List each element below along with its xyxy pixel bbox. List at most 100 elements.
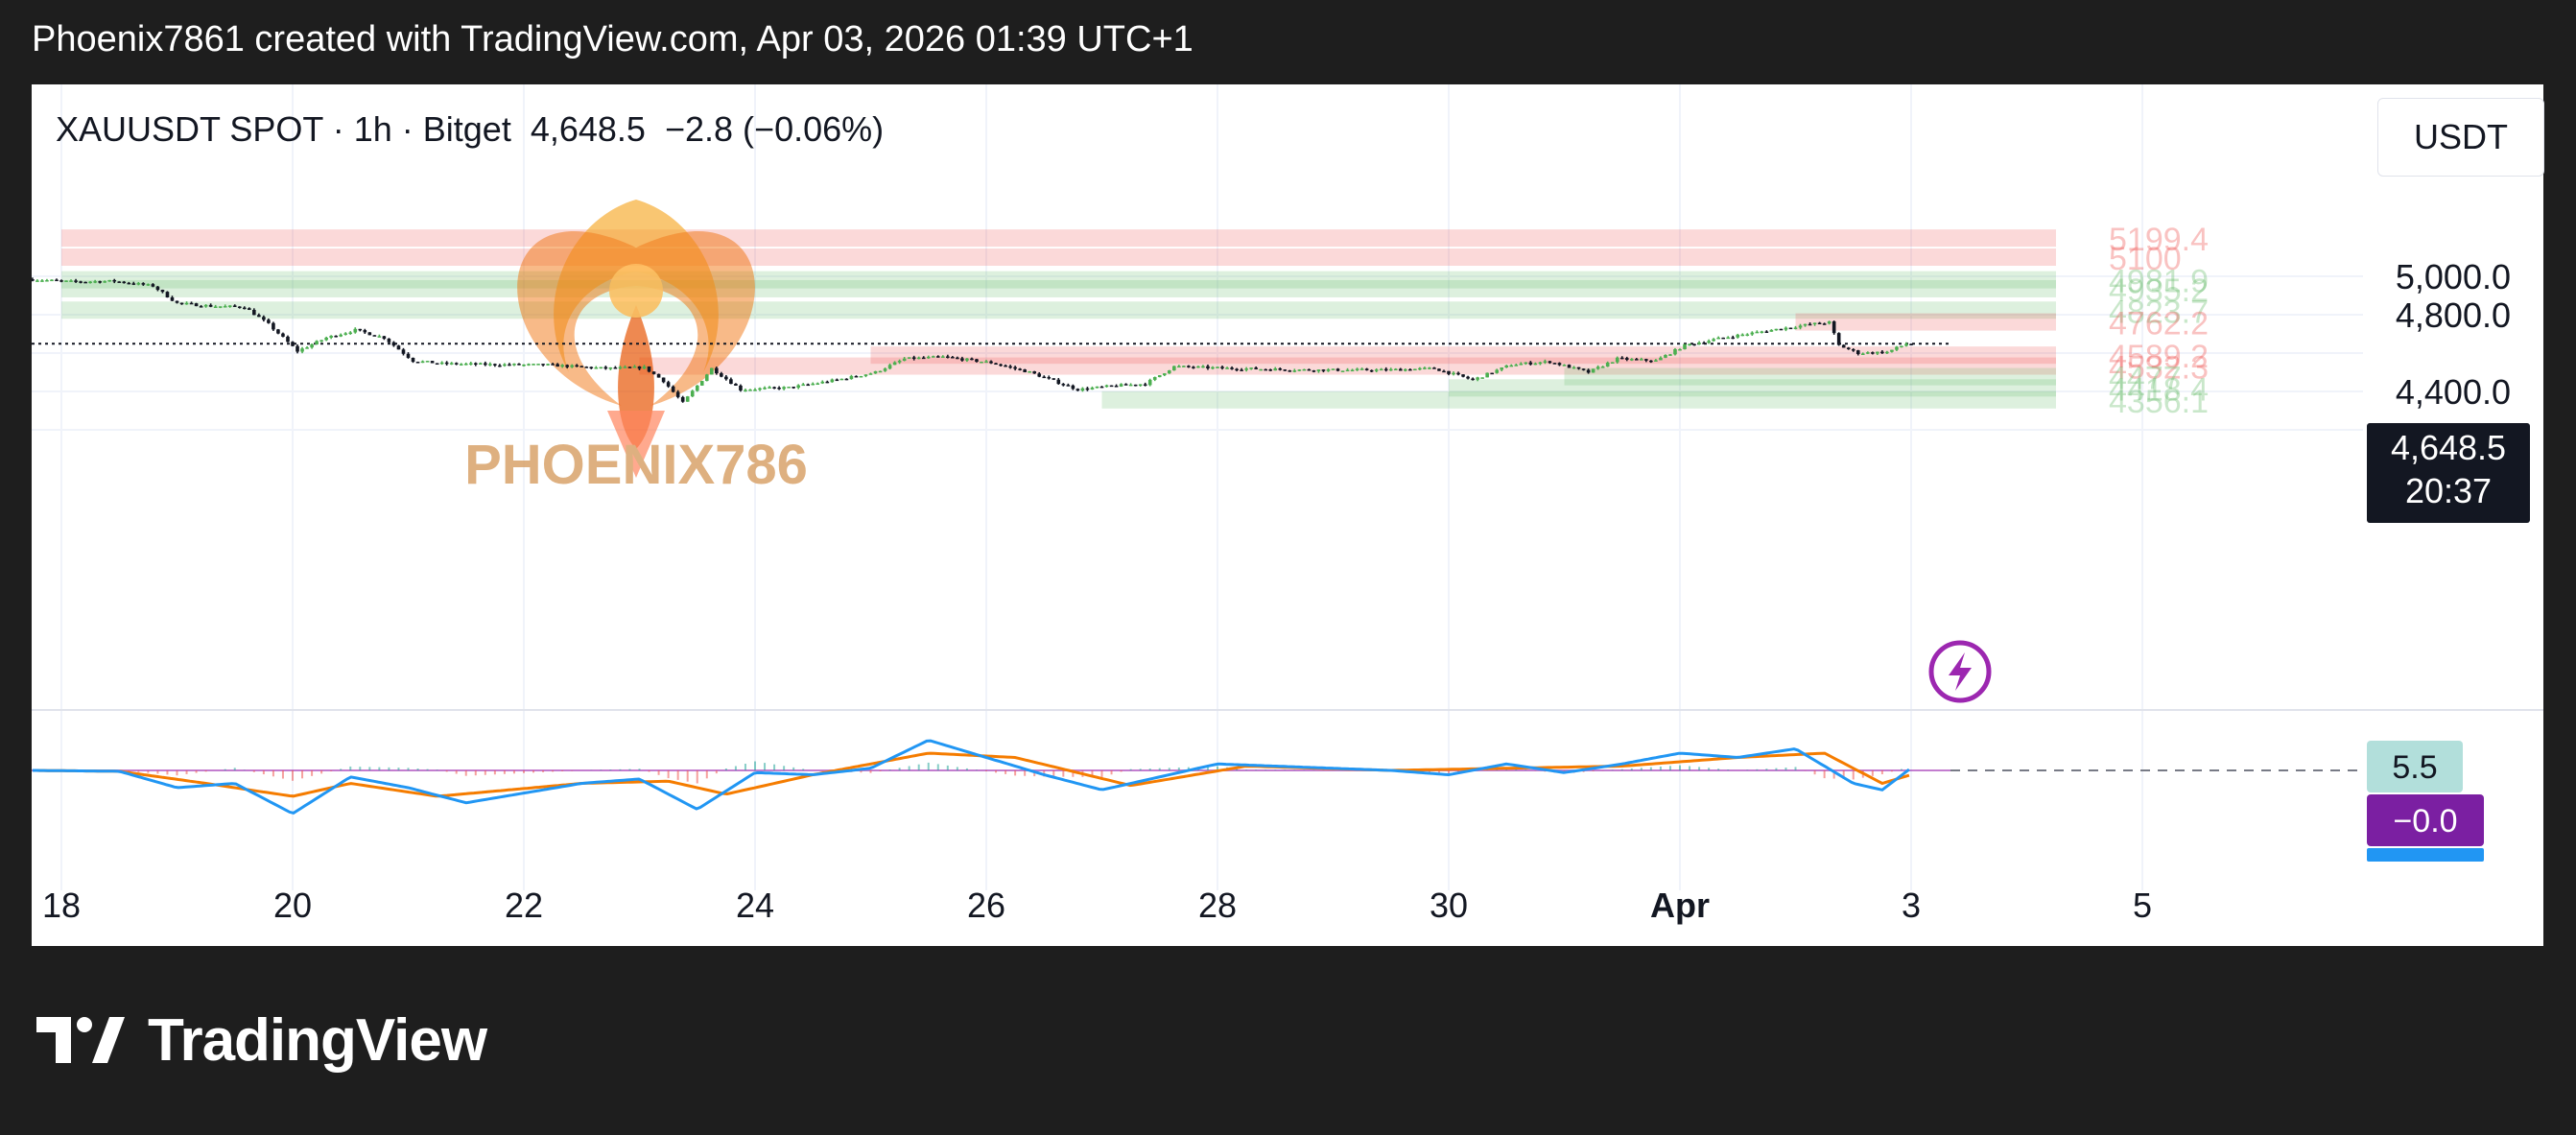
- candle-body: [546, 364, 550, 366]
- candle-body: [1476, 377, 1479, 380]
- candle-body: [334, 335, 338, 338]
- candle-body: [1750, 332, 1755, 335]
- candle-body: [107, 279, 112, 282]
- candle-body: [1172, 366, 1176, 371]
- candle-body: [248, 308, 251, 311]
- candle-body: [768, 387, 771, 389]
- candle-body: [1895, 346, 1899, 350]
- candle-body: [468, 363, 473, 366]
- price-chart[interactable]: 5199.451004981.94935.24823.74762.24589.2…: [32, 84, 2543, 946]
- candle-body: [1876, 351, 1879, 354]
- candle-body: [1423, 367, 1427, 369]
- candle-body: [218, 306, 223, 308]
- candle-body: [1099, 386, 1104, 389]
- candle-body: [1355, 368, 1359, 370]
- candle-body: [131, 283, 136, 285]
- candle-body: [1707, 341, 1711, 343]
- zone-resistance: [1795, 313, 2056, 331]
- candle-body: [1008, 366, 1012, 368]
- candle-body: [1619, 357, 1624, 360]
- candle-body: [146, 284, 151, 286]
- candle-body: [787, 387, 791, 389]
- zone-label: 4981.9: [2109, 264, 2209, 300]
- candle-body: [1326, 369, 1331, 371]
- candle-body: [637, 366, 642, 369]
- candle-body: [902, 358, 907, 361]
- candle-body: [594, 367, 599, 369]
- candle-body: [1071, 385, 1075, 390]
- candle-body: [975, 359, 979, 363]
- candle-body: [1793, 327, 1798, 329]
- candle-body: [1167, 370, 1171, 374]
- candle-body: [1576, 367, 1581, 369]
- current-price-value: 4,648.5: [2391, 428, 2506, 467]
- candle-body: [473, 363, 478, 366]
- candle-body: [300, 348, 304, 352]
- price-axis-label: 5,000.0: [2396, 257, 2511, 296]
- candle-body: [1519, 364, 1524, 366]
- candle-body: [1268, 369, 1273, 371]
- candle-body: [136, 283, 141, 285]
- candle-body: [1013, 367, 1017, 369]
- candle-body: [1249, 367, 1253, 369]
- candle-body: [493, 364, 497, 366]
- candle-body: [353, 328, 358, 333]
- candle-body: [1471, 378, 1475, 381]
- candle-body: [93, 281, 97, 283]
- candle-body: [825, 381, 830, 384]
- candle-body: [267, 319, 271, 323]
- candle-body: [720, 373, 723, 377]
- candle-body: [1841, 344, 1846, 348]
- candle-body: [430, 361, 435, 364]
- zone-label: 4935.2: [2109, 272, 2209, 309]
- candle-body: [32, 279, 35, 281]
- candle-body: [815, 383, 820, 386]
- candle-body: [449, 363, 454, 365]
- macd-badge-b: −0.0: [2393, 803, 2457, 839]
- candle-body: [1004, 365, 1007, 367]
- candle-body: [1230, 367, 1234, 369]
- candle-body: [830, 379, 835, 383]
- candle-body: [1264, 368, 1268, 371]
- candle-body: [199, 306, 203, 308]
- alert-flash-icon[interactable]: [1928, 640, 1992, 703]
- candle-body: [262, 317, 266, 320]
- chart-card[interactable]: 5199.4 5100 4981.9 4935.2 4823.7 4762.2 4589.2…: [32, 84, 2544, 946]
- candle-body: [1784, 327, 1788, 330]
- zone-label: 4762.2: [2109, 306, 2209, 343]
- candle-body: [1832, 320, 1836, 334]
- candle-body: [88, 281, 92, 284]
- price-axis[interactable]: 5,000.04,800.0 4,400.0: [2396, 257, 2511, 412]
- time-axis[interactable]: 18 20 22 24 26 28 30 Apr 3 5: [42, 886, 2152, 925]
- candle-body: [1500, 367, 1504, 370]
- candle-body: [1822, 323, 1827, 325]
- candle-body: [1562, 365, 1567, 367]
- candle-body: [1220, 367, 1224, 368]
- candle-body: [854, 375, 859, 378]
- candlesticks: [32, 277, 1913, 403]
- candle-body: [444, 362, 449, 365]
- candle-body: [1297, 369, 1302, 371]
- candle-body: [1456, 372, 1460, 375]
- candle-body: [984, 361, 988, 364]
- currency-button[interactable]: USDT: [2377, 98, 2544, 177]
- candle-body: [324, 337, 328, 341]
- candle-body: [1697, 343, 1701, 344]
- candle-body: [647, 366, 651, 372]
- candle-body: [1664, 355, 1667, 358]
- candle-body: [1437, 368, 1441, 371]
- candle-body: [1331, 368, 1335, 370]
- candle-body: [1408, 368, 1412, 371]
- candle-body: [1288, 370, 1292, 372]
- candle-body: [98, 281, 102, 283]
- candle-body: [1591, 368, 1595, 373]
- candle-body: [931, 356, 935, 358]
- candle-body: [1533, 363, 1538, 366]
- candle-body: [1659, 357, 1663, 361]
- candle-body: [1023, 369, 1027, 373]
- candle-body: [734, 384, 738, 386]
- time-axis-label: 20: [273, 886, 312, 925]
- candle-body: [1192, 367, 1195, 368]
- countdown-timer: 20:37: [2405, 471, 2492, 510]
- macd-line: [32, 739, 1910, 816]
